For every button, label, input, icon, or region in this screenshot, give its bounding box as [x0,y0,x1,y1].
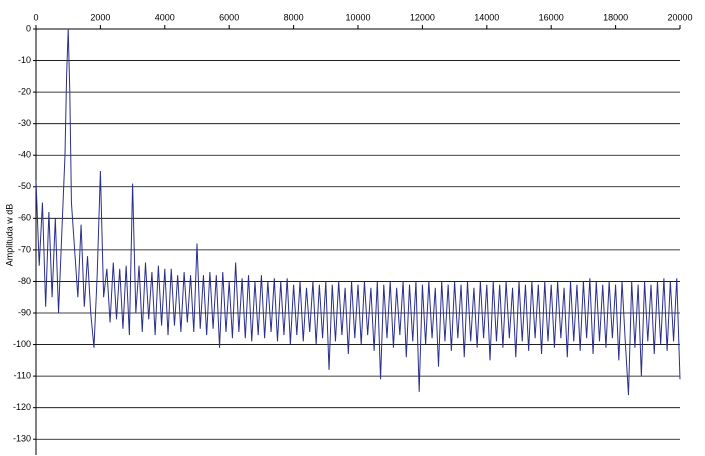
x-tick-label: 18000 [603,12,628,22]
y-tick-label: -40 [18,150,31,160]
y-tick-label: -120 [13,402,31,412]
x-tick-label: 10000 [345,12,370,22]
x-tick-label: 20000 [667,12,692,22]
y-tick-label: -30 [18,118,31,128]
x-tick-label: 8000 [284,12,304,22]
y-tick-label: -50 [18,181,31,191]
y-axis-label: Amplituda w dB [4,204,14,267]
spectrum-line [35,28,681,396]
x-tick-label: 0 [33,12,38,22]
x-tick-label: 12000 [410,12,435,22]
y-tick-label: -70 [18,244,31,254]
x-tick-label: 14000 [474,12,499,22]
x-tick-label: 16000 [539,12,564,22]
x-tick-label: 6000 [219,12,239,22]
y-tick-label: -130 [13,434,31,444]
y-tick-label: -80 [18,276,31,286]
y-tick-label: 0 [26,23,31,33]
y-tick-label: -90 [18,307,31,317]
y-tick-label: -20 [18,86,31,96]
x-tick-label: 4000 [155,12,175,22]
y-tick-label: -110 [14,370,31,380]
x-tick-label: 2000 [90,12,110,22]
y-tick-label: -100 [13,339,31,349]
y-tick-label: -10 [18,55,31,65]
y-tick-label: -60 [18,213,31,223]
